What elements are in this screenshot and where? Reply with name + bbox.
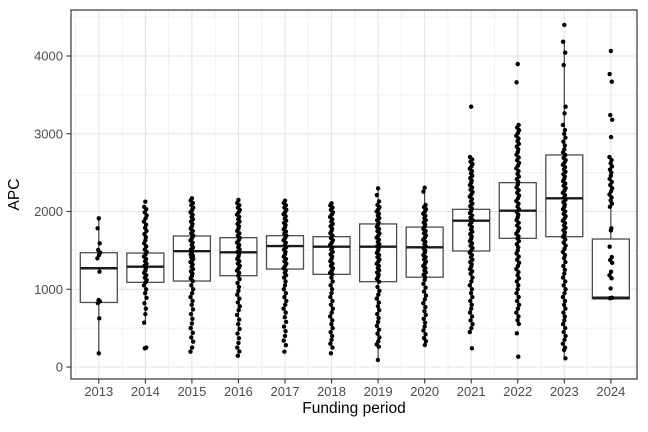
svg-text:2023: 2023 bbox=[550, 384, 579, 399]
y-tick-labels: 0 1000 2000 3000 4000 bbox=[34, 49, 63, 375]
panel-border bbox=[70, 9, 638, 380]
gridlines-minor bbox=[71, 10, 637, 379]
y-axis-title: APC bbox=[6, 179, 23, 211]
svg-text:2013: 2013 bbox=[84, 384, 113, 399]
svg-text:2022: 2022 bbox=[503, 384, 532, 399]
svg-text:2017: 2017 bbox=[271, 384, 300, 399]
svg-text:0: 0 bbox=[56, 360, 63, 375]
x-tick-labels: 2013 2014 2015 2016 2017 2018 2019 2020 2021 2022… bbox=[84, 384, 625, 399]
svg-text:2014: 2014 bbox=[131, 384, 160, 399]
svg-text:2024: 2024 bbox=[596, 384, 625, 399]
svg-text:2000: 2000 bbox=[34, 204, 63, 219]
svg-text:2019: 2019 bbox=[364, 384, 393, 399]
svg-text:2021: 2021 bbox=[457, 384, 486, 399]
svg-text:2020: 2020 bbox=[410, 384, 439, 399]
axis-tick-marks bbox=[66, 55, 612, 384]
svg-text:3000: 3000 bbox=[34, 126, 63, 141]
plot-panel bbox=[71, 10, 637, 379]
x-axis-title: Funding period bbox=[302, 400, 405, 417]
svg-text:2018: 2018 bbox=[317, 384, 346, 399]
jitter-points bbox=[95, 22, 615, 363]
svg-text:2015: 2015 bbox=[177, 384, 206, 399]
svg-text:2016: 2016 bbox=[224, 384, 253, 399]
svg-text:1000: 1000 bbox=[34, 282, 63, 297]
svg-text:4000: 4000 bbox=[34, 49, 63, 64]
